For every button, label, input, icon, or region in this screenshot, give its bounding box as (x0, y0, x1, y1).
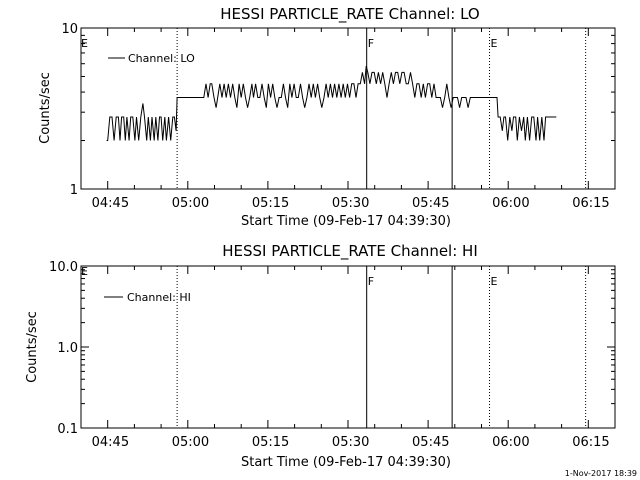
chart-hi-xtick-label: 05:15 (252, 435, 289, 450)
footer-timestamp: 1-Nov-2017 18:39 (565, 469, 637, 478)
chart-lo-title: HESSI PARTICLE_RATE Channel: LO (220, 5, 479, 24)
chart-hi-ytick-label: 1.0 (57, 341, 78, 356)
chart-lo-xtick-label: 04:45 (92, 196, 129, 211)
chart-hi-title: HESSI PARTICLE_RATE Channel: HI (222, 242, 478, 261)
chart-hi-legend-label: Channel: HI (127, 291, 191, 304)
chart-lo-marker-label: F (368, 37, 374, 50)
chart-hi-xlabel: Start Time (09-Feb-17 04:39:30) (241, 455, 451, 470)
chart-lo-xtick-label: 05:30 (332, 196, 369, 211)
chart-lo-ytick-label: 1 (70, 183, 78, 198)
chart-hi-xtick-label: 05:00 (172, 435, 209, 450)
chart-hi-marker-label: F (368, 275, 374, 288)
chart-hi-xtick-label: 06:15 (572, 435, 609, 450)
chart-hi-xtick-label: 05:30 (332, 435, 369, 450)
chart-hi-edge-label: E (81, 265, 88, 278)
chart-lo-ylabel: Counts/sec (38, 72, 53, 144)
chart-lo-legend-label: Channel: LO (128, 52, 195, 65)
chart-lo-xtick-label: 06:00 (492, 196, 529, 211)
chart-lo-series-line (106, 65, 557, 141)
chart-hi-marker-label: E (491, 275, 498, 288)
chart-hi-ytick-label: 0.1 (57, 422, 78, 437)
chart-hi-xtick-label: 05:45 (412, 435, 449, 450)
chart-lo-xtick-label: 05:45 (412, 196, 449, 211)
chart-lo-xlabel: Start Time (09-Feb-17 04:39:30) (241, 214, 451, 229)
chart-lo-xtick-label: 05:00 (172, 196, 209, 211)
chart-lo-ytick-label: 10 (61, 22, 78, 37)
chart-lo-xtick-label: 05:15 (252, 196, 289, 211)
chart-hi-ylabel: Counts/sec (25, 311, 40, 383)
chart-hi-ytick-label: 10.0 (49, 260, 78, 275)
chart-hi-xtick-label: 04:45 (92, 435, 129, 450)
chart-hi-xtick-label: 06:00 (492, 435, 529, 450)
chart-lo-xtick-label: 06:15 (572, 196, 609, 211)
chart-hi-panel: HESSI PARTICLE_RATE Channel: HI Counts/s… (25, 242, 616, 470)
chart-lo-panel: HESSI PARTICLE_RATE Channel: LO Counts/s… (38, 5, 616, 229)
chart-lo-marker-label: E (491, 37, 498, 50)
